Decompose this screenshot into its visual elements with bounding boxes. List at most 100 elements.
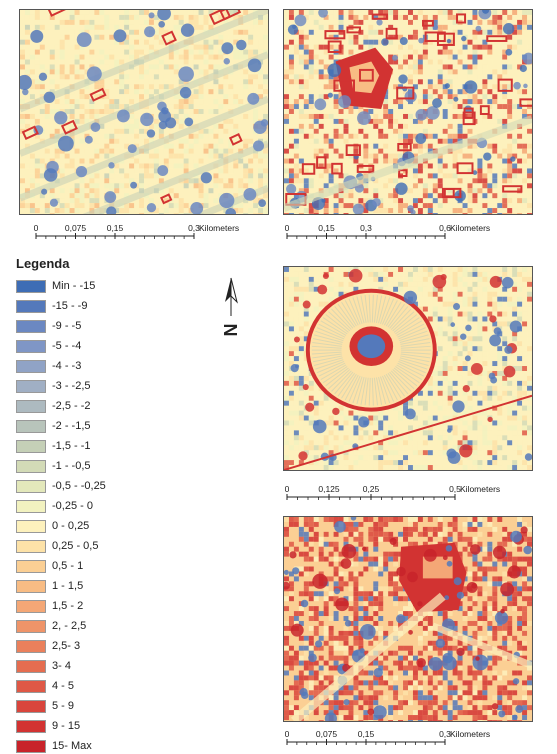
legend-swatch xyxy=(16,619,46,633)
legend-swatch xyxy=(16,479,46,493)
scale-tick-label: 0,3 xyxy=(188,223,200,233)
legend-swatch xyxy=(16,519,46,533)
scale-bar-3: 0 0,125 0,25 0,5 Kilometers xyxy=(285,483,527,505)
map-panel-4 xyxy=(283,516,533,722)
legend-label: 0,25 - 0,5 xyxy=(52,540,99,552)
legend-item: 15- Max xyxy=(16,739,92,753)
legend-item: 5 - 9 xyxy=(16,699,74,713)
legend-swatch xyxy=(16,319,46,333)
scale-bar-2: 0 0,15 0,3 0,6 Kilometers xyxy=(285,222,517,244)
scale-unit-label: Kilometers xyxy=(450,223,490,233)
scale-tick-label: 0,3 xyxy=(439,729,451,739)
legend-swatch xyxy=(16,419,46,433)
legend-label: -2 - -1,5 xyxy=(52,420,91,432)
legend-item: 2, - 2,5 xyxy=(16,619,86,633)
scale-unit-label: Kilometers xyxy=(199,223,239,233)
legend-swatch xyxy=(16,439,46,453)
legend-label: -1,5 - -1 xyxy=(52,440,91,452)
legend-item: 9 - 15 xyxy=(16,719,80,733)
legend-label: 1 - 1,5 xyxy=(52,580,84,592)
legend-label: 0,5 - 1 xyxy=(52,560,84,572)
scale-tick-label: 0,125 xyxy=(318,484,340,494)
scale-tick-label: 0,075 xyxy=(316,729,338,739)
legend-swatch xyxy=(16,279,46,293)
legend-swatch xyxy=(16,459,46,473)
legend-label: 2, - 2,5 xyxy=(52,620,87,632)
legend-item: Min - -15 xyxy=(16,279,95,293)
legend-swatch xyxy=(16,379,46,393)
legend-swatch xyxy=(16,639,46,653)
legend-item: 2,5- 3 xyxy=(16,639,80,653)
scale-tick-label: 0 xyxy=(285,729,290,739)
scale-tick-label: 0 xyxy=(34,223,39,233)
legend-item: 4 - 5 xyxy=(16,679,74,693)
scale-tick-label: 0,6 xyxy=(439,223,451,233)
legend-swatch xyxy=(16,339,46,353)
legend-item: -1,5 - -1 xyxy=(16,439,91,453)
map-panel-1 xyxy=(19,9,269,215)
legend-swatch xyxy=(16,679,46,693)
legend-label: -9 - -5 xyxy=(52,320,82,332)
legend-label: -0,5 - -0,25 xyxy=(52,480,106,492)
legend-label: -2,5 - -2 xyxy=(52,400,91,412)
legend-item: 0,5 - 1 xyxy=(16,559,83,573)
legend-item: 3- 4 xyxy=(16,659,71,673)
scale-tick-label: 0 xyxy=(285,484,290,494)
scale-tick-label: 0,15 xyxy=(318,223,335,233)
scale-tick-label: 0,25 xyxy=(363,484,380,494)
scale-tick-label: 0 xyxy=(285,223,290,233)
legend-item: -5 - -4 xyxy=(16,339,81,353)
legend-item: -1 - -0,5 xyxy=(16,459,91,473)
scale-tick-label: 0,3 xyxy=(360,223,372,233)
legend-item: -2 - -1,5 xyxy=(16,419,91,433)
legend-swatch xyxy=(16,499,46,513)
legend-label: -4 - -3 xyxy=(52,360,82,372)
legend-item: 0,25 - 0,5 xyxy=(16,539,98,553)
legend-swatch xyxy=(16,299,46,313)
legend-label: -15 - -9 xyxy=(52,300,88,312)
legend-label: 2,5- 3 xyxy=(52,640,81,652)
legend-label: 1,5 - 2 xyxy=(52,600,84,612)
legend-label: 3- 4 xyxy=(52,660,71,672)
legend-label: -1 - -0,5 xyxy=(52,460,91,472)
legend-label: 4 - 5 xyxy=(52,680,75,692)
legend-swatch xyxy=(16,359,46,373)
legend-item: -3 - -2,5 xyxy=(16,379,91,393)
scale-tick-label: 0,15 xyxy=(107,223,124,233)
legend-label: Min - -15 xyxy=(52,280,96,292)
legend-swatch xyxy=(16,559,46,573)
legend-swatch xyxy=(16,719,46,733)
legend-label: -0,25 - 0 xyxy=(52,500,93,512)
map-panel-2 xyxy=(283,9,533,215)
legend-label: 5 - 9 xyxy=(52,700,75,712)
legend-swatch xyxy=(16,739,46,753)
legend-swatch xyxy=(16,599,46,613)
legend-item: -4 - -3 xyxy=(16,359,81,373)
legend-swatch xyxy=(16,659,46,673)
legend-swatch xyxy=(16,699,46,713)
scale-bar-4: 0 0,075 0,15 0,3 Kilometers xyxy=(285,728,527,750)
scale-bar-1: 0 0,075 0,15 0,3 Kilometers xyxy=(34,222,266,244)
legend-swatch xyxy=(16,539,46,553)
legend-item: 1,5 - 2 xyxy=(16,599,83,613)
legend-label: 15- Max xyxy=(52,740,92,752)
scale-unit-label: Kilometers xyxy=(450,729,490,739)
scale-tick-label: 0,15 xyxy=(358,729,375,739)
legend-item: 0 - 0,25 xyxy=(16,519,89,533)
legend-item: -0,5 - -0,25 xyxy=(16,479,106,493)
legend-swatch xyxy=(16,399,46,413)
legend-swatch xyxy=(16,579,46,593)
map-panel-3 xyxy=(283,266,533,471)
legend-item: -9 - -5 xyxy=(16,319,81,333)
legend-label: -3 - -2,5 xyxy=(52,380,91,392)
scale-unit-label: Kilometers xyxy=(460,484,500,494)
legend-label: 9 - 15 xyxy=(52,720,81,732)
legend-label: -5 - -4 xyxy=(52,340,82,352)
legend-title: Legenda xyxy=(16,256,70,271)
legend-item: -0,25 - 0 xyxy=(16,499,93,513)
legend-item: -2,5 - -2 xyxy=(16,399,91,413)
north-arrow-icon: N xyxy=(218,276,244,347)
scale-tick-label: 0,075 xyxy=(65,223,87,233)
legend-label: 0 - 0,25 xyxy=(52,520,90,532)
legend-item: 1 - 1,5 xyxy=(16,579,83,593)
